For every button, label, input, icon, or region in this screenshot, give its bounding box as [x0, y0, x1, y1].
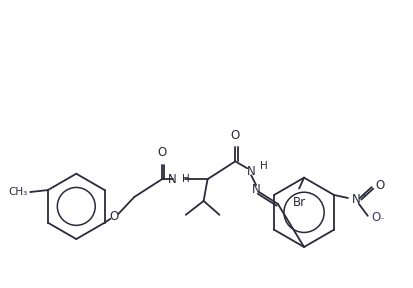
Text: O: O: [157, 146, 166, 159]
Text: O: O: [109, 210, 119, 223]
Text: O: O: [371, 211, 380, 224]
Text: N: N: [246, 165, 255, 178]
Text: ⁺: ⁺: [361, 194, 366, 202]
Text: N: N: [351, 194, 359, 206]
Text: N: N: [168, 173, 176, 186]
Text: CH₃: CH₃: [8, 187, 27, 197]
Text: O: O: [375, 179, 384, 192]
Text: H: H: [259, 161, 267, 171]
Text: Br: Br: [292, 196, 305, 209]
Text: H: H: [181, 174, 189, 184]
Text: N: N: [251, 183, 260, 196]
Text: ⁻: ⁻: [379, 216, 383, 225]
Text: O: O: [230, 128, 240, 141]
